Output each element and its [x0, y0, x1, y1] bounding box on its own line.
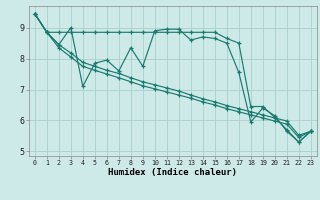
X-axis label: Humidex (Indice chaleur): Humidex (Indice chaleur): [108, 168, 237, 177]
